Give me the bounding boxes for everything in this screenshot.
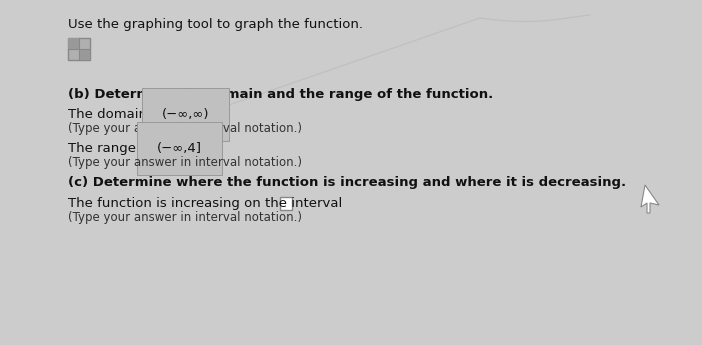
Text: (Type your answer in interval notation.): (Type your answer in interval notation.): [68, 156, 302, 169]
FancyBboxPatch shape: [79, 49, 90, 60]
FancyBboxPatch shape: [68, 38, 79, 49]
Text: (−∞,4]: (−∞,4]: [157, 142, 202, 155]
Polygon shape: [641, 185, 659, 213]
Text: (−∞,∞): (−∞,∞): [162, 108, 209, 121]
Text: Use the graphing tool to graph the function.: Use the graphing tool to graph the funct…: [68, 18, 363, 31]
FancyBboxPatch shape: [280, 197, 293, 210]
Text: (c) Determine where the function is increasing and where it is decreasing.: (c) Determine where the function is incr…: [68, 176, 626, 189]
Text: (b) Determine the domain and the range of the function.: (b) Determine the domain and the range o…: [68, 88, 494, 101]
Text: The range of f is: The range of f is: [68, 142, 181, 155]
Text: (Type your answer in interval notation.): (Type your answer in interval notation.): [68, 122, 302, 135]
FancyBboxPatch shape: [68, 38, 90, 60]
Text: (Type your answer in interval notation.): (Type your answer in interval notation.): [68, 211, 302, 224]
Text: The domain of f is: The domain of f is: [68, 108, 192, 121]
Text: The function is increasing on the interval: The function is increasing on the interv…: [68, 197, 347, 210]
